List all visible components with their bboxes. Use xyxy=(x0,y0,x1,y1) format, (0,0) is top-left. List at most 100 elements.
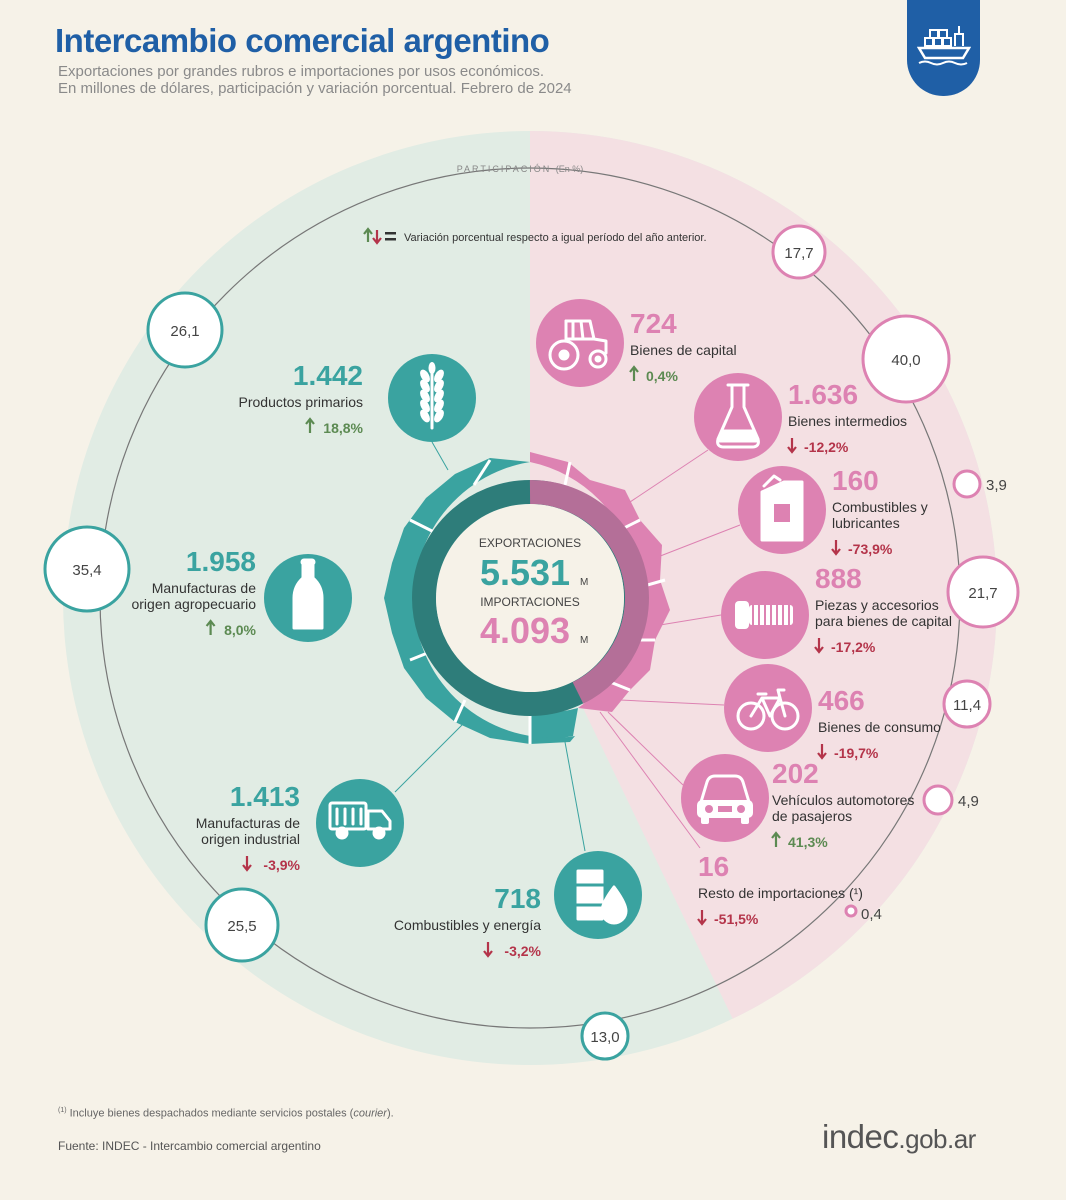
category-circle xyxy=(681,754,769,842)
center-disc xyxy=(436,504,624,692)
share-bubble xyxy=(844,904,858,918)
import-item: 11,4 466 Bienes de consumo -19,7% xyxy=(724,664,992,761)
flask-icon xyxy=(716,383,760,449)
category-value: 16 xyxy=(698,851,729,882)
variation-value: 41,3% xyxy=(788,834,828,850)
share-value: 21,7 xyxy=(968,585,997,602)
down-arrow-icon xyxy=(483,942,493,958)
category-label: Combustibles y energía xyxy=(394,917,541,933)
share-bubble xyxy=(146,291,224,369)
share-bubble xyxy=(922,784,954,816)
variation-value: 8,0% xyxy=(224,622,256,638)
category-label: Manufacturas de xyxy=(196,815,300,831)
share-bubble xyxy=(43,525,131,613)
connector-line xyxy=(649,524,741,561)
indec-logo[interactable]: indec.gob.ar xyxy=(822,1118,976,1155)
down-arrow-icon xyxy=(697,910,707,926)
bottle-icon xyxy=(292,558,324,630)
share-bubble xyxy=(946,555,1020,629)
car-icon xyxy=(697,774,753,824)
down-arrow-icon xyxy=(372,230,382,245)
variation-value: -17,2% xyxy=(831,639,876,655)
category-value: 1.413 xyxy=(230,781,300,812)
share-bubble xyxy=(580,1011,630,1061)
share-value: 0,4 xyxy=(861,906,882,923)
variation-value: 18,8% xyxy=(323,420,363,436)
imports-total-unit: M xyxy=(580,635,588,646)
subtitle-line-1: Exportaciones por grandes rubros e impor… xyxy=(58,63,545,80)
variation-value: -12,2% xyxy=(804,439,849,455)
jerrycan-icon xyxy=(760,474,804,542)
participation-title: PARTICIPACIÓN (En %) xyxy=(457,164,584,174)
up-arrow-icon xyxy=(205,619,216,635)
share-bubble xyxy=(204,887,280,963)
share-value: 13,0 xyxy=(590,1029,619,1046)
share-value: 26,1 xyxy=(170,323,199,340)
category-value: 1.636 xyxy=(788,379,858,410)
category-label: Manufacturas de xyxy=(152,580,256,596)
source-note: Fuente: INDEC - Intercambio comercial ar… xyxy=(58,1139,321,1153)
import-item: 17,7 724 Bienes de capital 0,4% xyxy=(536,224,827,387)
category-label: Bienes intermedios xyxy=(788,413,907,429)
category-label: Vehículos automotores xyxy=(772,792,914,808)
central-ring: EXPORTACIONES 5.531 M IMPORTACIONES 4.09… xyxy=(384,452,670,744)
category-circle xyxy=(694,373,782,461)
share-value: 35,4 xyxy=(72,562,101,579)
variation-value: -51,5% xyxy=(714,911,759,927)
share-bubble xyxy=(942,679,992,729)
category-label: para bienes de capital xyxy=(815,613,952,629)
variation-value: 0,4% xyxy=(646,368,678,384)
up-arrow-icon xyxy=(305,417,315,433)
category-value: 202 xyxy=(772,758,819,789)
category-value: 1.442 xyxy=(293,360,363,391)
header-badge xyxy=(907,0,980,96)
bicycle-icon xyxy=(736,688,800,731)
export-item: 26,1 1.442 Productos primarios 18,8% xyxy=(146,291,476,442)
category-value: 724 xyxy=(630,308,677,339)
share-value: 17,7 xyxy=(784,245,813,262)
category-label: Productos primarios xyxy=(239,394,364,410)
up-arrow-icon xyxy=(629,365,639,381)
share-value: 4,9 xyxy=(958,793,979,810)
barrel-drop-icon xyxy=(574,869,628,925)
down-arrow-icon xyxy=(831,540,841,556)
category-label: Resto de importaciones (¹) xyxy=(698,885,863,901)
connector-line xyxy=(599,711,701,849)
cargo-ship-icon xyxy=(917,26,971,66)
variation-value: -19,7% xyxy=(834,745,879,761)
up-arrow-icon xyxy=(363,227,373,242)
variation-value: -3,9% xyxy=(263,857,300,873)
category-value: 888 xyxy=(815,563,862,594)
exports-total-value: 5.531 xyxy=(480,552,570,593)
connector-line xyxy=(394,724,463,793)
category-label: Combustibles y xyxy=(832,499,928,515)
down-arrow-icon xyxy=(817,744,827,760)
imports-total-label: IMPORTACIONES xyxy=(480,595,580,609)
category-circle xyxy=(536,299,624,387)
connector-line xyxy=(619,699,725,706)
down-arrow-icon xyxy=(787,438,797,454)
category-value: 160 xyxy=(832,465,879,496)
category-items: 26,1 1.442 Productos primarios 18,8% 35,4 1.9… xyxy=(43,224,1020,1061)
category-value: 466 xyxy=(818,685,865,716)
connector-line xyxy=(607,711,684,786)
category-label: Bienes de capital xyxy=(630,342,737,358)
variation-value: -3,2% xyxy=(504,943,541,959)
share-value: 11,4 xyxy=(953,697,981,714)
connector-lines xyxy=(394,441,741,852)
category-value: 1.958 xyxy=(186,546,256,577)
category-label: Bienes de consumo xyxy=(818,719,941,735)
connector-line xyxy=(659,614,722,626)
page-subtitle: Exportaciones por grandes rubros e impor… xyxy=(58,63,572,97)
tractor-icon xyxy=(548,319,608,371)
category-label: origen agropecuario xyxy=(131,596,256,612)
truck-icon xyxy=(328,801,392,840)
page-title: Intercambio comercial argentino xyxy=(55,22,550,59)
down-arrow-icon xyxy=(814,638,824,654)
bolt-icon xyxy=(735,601,793,629)
legend: Variación porcentual respecto a igual pe… xyxy=(363,227,707,245)
